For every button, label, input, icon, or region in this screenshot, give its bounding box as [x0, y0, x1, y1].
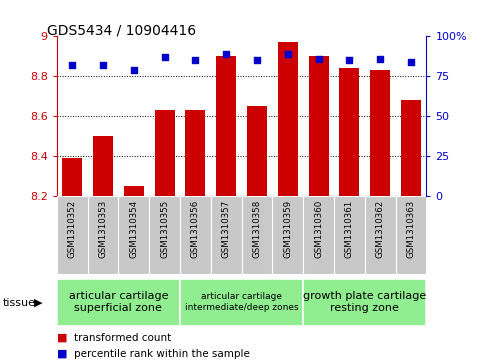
Bar	[185, 110, 206, 196]
Bar	[88, 196, 118, 274]
Text: GSM1310357: GSM1310357	[222, 200, 231, 258]
Text: GSM1310362: GSM1310362	[376, 200, 385, 258]
Text: ■: ■	[57, 349, 67, 359]
Point	[284, 51, 292, 57]
Text: articular cartilage
superficial zone: articular cartilage superficial zone	[69, 291, 168, 313]
Bar	[57, 196, 88, 274]
Bar	[303, 279, 426, 326]
Point	[191, 57, 199, 63]
Point	[68, 62, 76, 68]
Bar	[118, 196, 149, 274]
Bar	[395, 196, 426, 274]
Text: transformed count: transformed count	[74, 333, 171, 343]
Bar	[93, 136, 113, 196]
Text: GSM1310358: GSM1310358	[252, 200, 261, 258]
Bar	[149, 196, 180, 274]
Bar	[180, 279, 303, 326]
Text: GSM1310354: GSM1310354	[129, 200, 138, 258]
Bar	[57, 279, 180, 326]
Text: GSM1310361: GSM1310361	[345, 200, 354, 258]
Text: ■: ■	[57, 333, 67, 343]
Text: growth plate cartilage
resting zone: growth plate cartilage resting zone	[303, 291, 426, 313]
Point	[376, 56, 384, 62]
Point	[253, 57, 261, 63]
Point	[315, 56, 322, 62]
Bar	[401, 100, 421, 196]
Bar	[370, 70, 390, 196]
Bar	[211, 196, 242, 274]
Bar	[278, 42, 298, 196]
Point	[346, 57, 353, 63]
Bar	[154, 110, 175, 196]
Bar	[272, 196, 303, 274]
Bar	[62, 158, 82, 196]
Text: GDS5434 / 10904416: GDS5434 / 10904416	[47, 24, 196, 38]
Bar	[216, 56, 236, 196]
Text: GSM1310353: GSM1310353	[99, 200, 107, 258]
Bar	[334, 196, 365, 274]
Text: GSM1310359: GSM1310359	[283, 200, 292, 258]
Text: tissue: tissue	[2, 298, 35, 308]
Text: articular cartilage
intermediate/deep zones: articular cartilage intermediate/deep zo…	[185, 293, 298, 312]
Bar	[247, 106, 267, 196]
Bar	[309, 56, 329, 196]
Point	[222, 51, 230, 57]
Bar	[365, 196, 395, 274]
Text: GSM1310352: GSM1310352	[68, 200, 76, 258]
Point	[99, 62, 107, 68]
Bar	[339, 68, 359, 196]
Point	[161, 54, 169, 60]
Bar	[303, 196, 334, 274]
Bar	[124, 186, 144, 196]
Text: GSM1310363: GSM1310363	[407, 200, 416, 258]
Point	[407, 59, 415, 65]
Bar	[242, 196, 272, 274]
Text: GSM1310356: GSM1310356	[191, 200, 200, 258]
Text: ▶: ▶	[34, 298, 42, 308]
Text: GSM1310355: GSM1310355	[160, 200, 169, 258]
Text: GSM1310360: GSM1310360	[314, 200, 323, 258]
Bar	[180, 196, 211, 274]
Point	[130, 67, 138, 73]
Text: percentile rank within the sample: percentile rank within the sample	[74, 349, 250, 359]
